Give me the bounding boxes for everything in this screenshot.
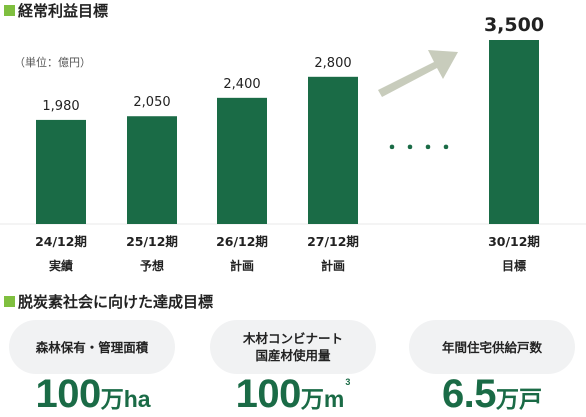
bar-value-label-1: 1,980	[42, 99, 79, 114]
target-number-forest: 100	[35, 372, 101, 416]
bar-1	[36, 119, 86, 224]
category-label-4: 27/12期	[307, 234, 359, 249]
category-sublabel-5: 目標	[502, 258, 526, 273]
category-label-1: 24/12期	[35, 234, 87, 249]
target-panel-housing: 年間住宅供給戸数	[409, 320, 575, 374]
target-unit-forest: 万ha	[100, 386, 151, 412]
category-label-2: 25/12期	[126, 234, 178, 249]
target-unit-timber: 万m	[300, 386, 345, 412]
section-heading-profit: 経常利益目標	[4, 0, 108, 21]
category-sublabel-2: 予想	[140, 258, 164, 273]
bar-4	[308, 76, 358, 224]
target-number-housing: 6.5	[441, 372, 497, 416]
target-value-timber: 100万m3	[193, 372, 393, 417]
category-label-3: 26/12期	[216, 234, 268, 249]
target-value-housing: 6.5万戸	[392, 372, 586, 417]
category-sublabel-3: 計画	[230, 258, 254, 273]
target-label-forest: 森林保有・管理面積	[35, 339, 149, 355]
target-panel-timber: 木材コンビナート 国産材使用量	[210, 320, 376, 374]
green-square-icon	[4, 5, 15, 16]
target-unit-housing: 万戸	[496, 386, 543, 412]
category-sublabel-1: 実績	[49, 258, 73, 273]
bar-value-label-4: 2,800	[314, 56, 351, 71]
green-square-icon	[4, 296, 15, 307]
bar-value-label-2: 2,050	[133, 95, 170, 110]
section-title-profit: 経常利益目標	[18, 2, 109, 20]
ellipsis-dots: ・・・・	[383, 138, 455, 159]
target-number-timber: 100	[235, 372, 302, 416]
target-label-housing: 年間住宅供給戸数	[441, 339, 542, 355]
target-unit-superscript-timber: 3	[345, 377, 351, 387]
target-label-timber-line2: 国産材使用量	[255, 348, 331, 363]
target-panel-forest: 森林保有・管理面積	[9, 320, 175, 374]
bar-5	[489, 40, 539, 224]
unit-note: （単位：億円）	[14, 55, 91, 69]
bar-value-label-3: 2,400	[223, 77, 260, 92]
category-label-5: 30/12期	[488, 234, 540, 249]
arrow-up-right-icon	[378, 50, 458, 97]
category-sublabel-4: 計画	[321, 258, 345, 273]
target-value-forest: 100万ha	[0, 372, 193, 417]
bar-value-label-5: 3,500	[484, 14, 544, 36]
bar-2	[127, 116, 177, 224]
section-title-decarbonization: 脱炭素社会に向けた達成目標	[18, 293, 214, 311]
section-heading-decarbonization: 脱炭素社会に向けた達成目標	[4, 291, 213, 312]
bar-3	[217, 97, 267, 224]
target-label-timber-line1: 木材コンビナート	[242, 331, 343, 346]
